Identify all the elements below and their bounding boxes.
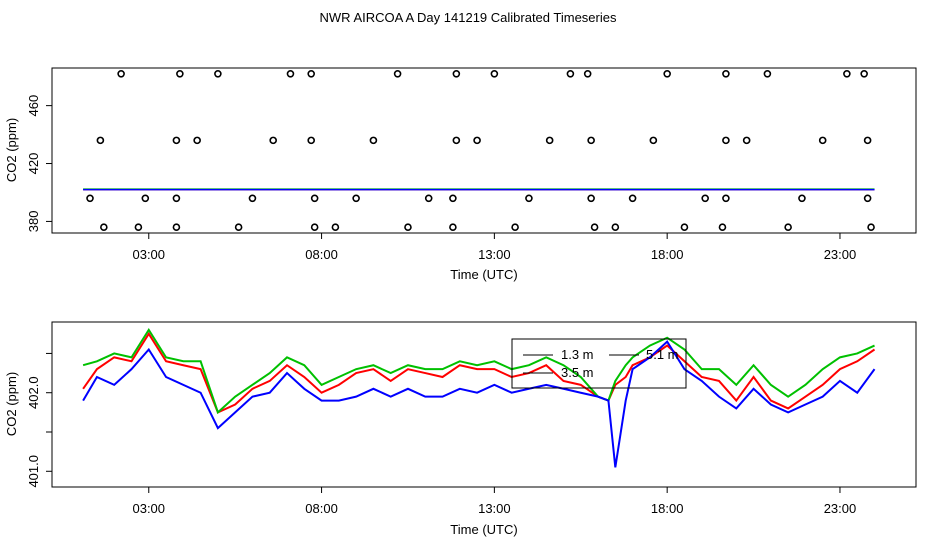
x-tick-label: 13:00: [478, 247, 511, 262]
x-tick-label: 23:00: [824, 247, 857, 262]
data-point: [587, 136, 595, 145]
data-point: [310, 194, 319, 203]
data-point: [117, 69, 125, 78]
data-point: [722, 69, 730, 78]
x-tick-label: 18:00: [651, 247, 684, 262]
data-point: [818, 136, 827, 145]
data-point: [424, 194, 433, 203]
y-tick-label: 460: [26, 95, 41, 117]
data-point: [473, 136, 481, 145]
x-tick-label: 08:00: [305, 247, 338, 262]
legend-label-5-1m: 5.1 m: [646, 347, 679, 362]
data-point: [722, 136, 730, 145]
y-tick-label: 402.0: [26, 376, 41, 409]
data-point: [248, 194, 257, 203]
data-point: [214, 69, 222, 78]
data-point: [628, 194, 637, 203]
top-x-axis-label: Time (UTC): [450, 267, 517, 282]
y-tick-label: 401.0: [26, 455, 41, 488]
data-point: [680, 223, 689, 232]
data-point: [134, 223, 143, 232]
data-point: [141, 194, 150, 203]
data-point: [611, 223, 620, 232]
data-point: [587, 194, 595, 203]
data-point: [307, 136, 316, 145]
data-point: [449, 194, 457, 203]
data-point: [649, 136, 658, 145]
legend-label-3-5m: 3.5 m: [561, 365, 594, 380]
legend: 1.3 m 5.1 m 3.5 m: [511, 338, 687, 389]
data-point: [331, 223, 340, 232]
data-point: [404, 223, 412, 232]
bottom-y-axis: 401.0 402.0: [26, 352, 52, 488]
data-point: [722, 194, 730, 203]
x-tick-label: 13:00: [478, 501, 511, 516]
data-point: [742, 136, 751, 145]
data-point: [663, 69, 671, 78]
data-point: [234, 223, 243, 232]
data-point: [701, 194, 709, 203]
data-point: [307, 69, 316, 78]
data-point: [545, 136, 554, 145]
data-point: [860, 69, 868, 78]
data-point: [449, 223, 457, 232]
data-point: [490, 69, 499, 78]
data-point: [176, 69, 184, 78]
bottom-series-lines: [82, 327, 876, 468]
data-point: [511, 223, 519, 232]
data-point: [452, 136, 461, 145]
data-point: [86, 194, 94, 203]
data-point: [718, 223, 727, 232]
bottom-x-axis: 03:00 08:00 13:00 18:00 23:00: [132, 487, 856, 516]
top-y-axis: 380 420 460: [26, 95, 52, 232]
data-point: [310, 223, 319, 232]
x-tick-label: 18:00: [651, 501, 684, 516]
top-plot-frame: [51, 67, 917, 234]
data-point: [352, 194, 360, 203]
bottom-y-axis-label: CO2 (ppm): [4, 372, 19, 436]
figure-title: NWR AIRCOA A Day 141219 Calibrated Times…: [320, 10, 617, 25]
data-point: [452, 69, 461, 78]
y-tick-label: 380: [26, 211, 41, 233]
data-point: [172, 136, 181, 145]
x-tick-label: 03:00: [132, 501, 165, 516]
data-point: [863, 136, 872, 145]
data-point: [393, 69, 402, 78]
data-point: [763, 69, 772, 78]
data-point: [843, 69, 851, 78]
data-point: [193, 136, 201, 145]
x-tick-label: 23:00: [824, 501, 857, 516]
data-point: [583, 69, 592, 78]
bottom-panel: 03:00 08:00 13:00 18:00 23:00 401.0 402.0 Tim…: [4, 321, 917, 537]
series-line-5-1-m: [82, 340, 876, 468]
data-point: [172, 223, 181, 232]
data-point: [784, 223, 792, 232]
x-tick-label: 08:00: [305, 501, 338, 516]
y-tick-label: 420: [26, 153, 41, 175]
data-point: [798, 194, 806, 203]
data-point: [867, 223, 875, 232]
data-point: [590, 223, 599, 232]
top-panel: 03:00 08:00 13:00 18:00 23:00 380 420 460 Time…: [4, 67, 917, 282]
data-point: [863, 194, 872, 203]
data-point: [566, 69, 575, 78]
x-tick-label: 03:00: [132, 247, 165, 262]
data-point: [369, 136, 378, 145]
data-point: [286, 69, 295, 78]
bottom-plot-frame: [51, 321, 917, 488]
top-x-axis: 03:00 08:00 13:00 18:00 23:00: [132, 233, 856, 262]
data-point: [172, 194, 181, 203]
top-markers: [86, 69, 875, 232]
top-y-axis-label: CO2 (ppm): [4, 118, 19, 182]
data-point: [525, 194, 533, 203]
data-point: [96, 136, 105, 145]
data-point: [100, 223, 108, 232]
data-point: [269, 136, 277, 145]
legend-box: [511, 338, 687, 389]
series-line-3-5-m: [82, 327, 875, 415]
bottom-x-axis-label: Time (UTC): [450, 522, 517, 537]
legend-label-1-3m: 1.3 m: [561, 347, 594, 362]
